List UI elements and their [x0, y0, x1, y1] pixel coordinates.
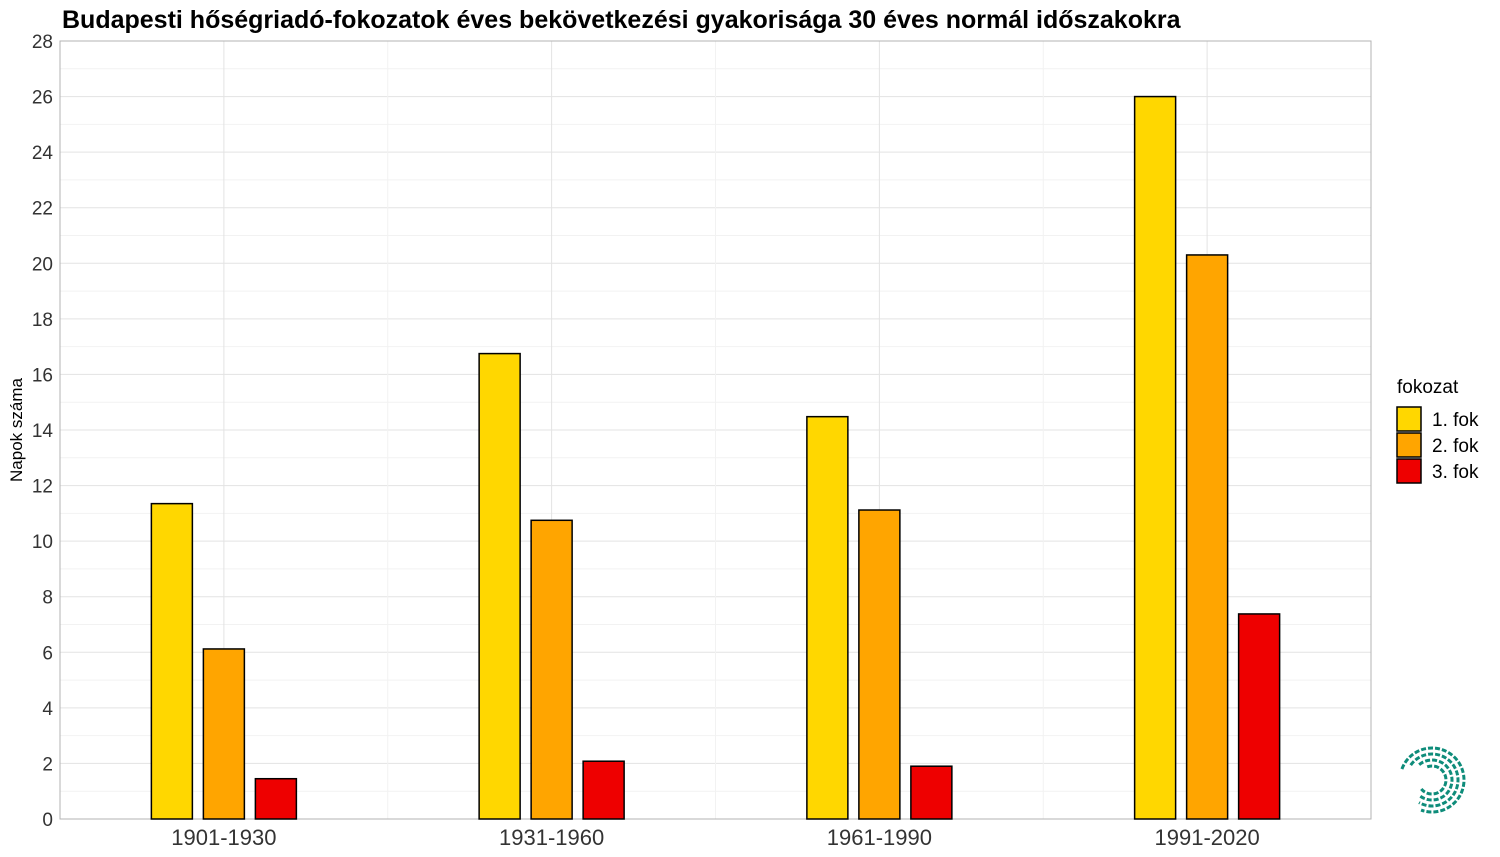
bar: [1237, 613, 1281, 820]
y-tick-label: 28: [32, 32, 53, 53]
legend-label: 3. fok: [1432, 462, 1479, 483]
legend-swatch: [1396, 432, 1422, 458]
bars: [150, 95, 1281, 820]
bar: [530, 519, 573, 820]
legend-title: fokozat: [1397, 377, 1459, 398]
y-tick-label: 10: [32, 532, 53, 553]
swirl-logo-icon: [1400, 746, 1466, 814]
y-tick-label: 22: [32, 199, 53, 220]
y-tick-label: 12: [32, 477, 53, 498]
logo-arc: [1400, 746, 1466, 814]
bar: [582, 760, 625, 820]
bar: [1185, 254, 1229, 820]
y-tick-label: 26: [32, 88, 53, 109]
bar: [478, 352, 521, 820]
bar: [150, 502, 194, 820]
x-tick-label: 1931-1960: [499, 825, 604, 850]
y-axis-label: Napok száma: [7, 377, 26, 481]
y-tick-label: 0: [42, 810, 53, 831]
chart-title: Budapesti hőségriadó-fokozatok éves bekö…: [62, 6, 1182, 34]
legend: fokozat 1. fok 2. fok 3. fok: [1396, 377, 1479, 484]
legend-swatch: [1396, 458, 1422, 484]
y-tick-label: 6: [42, 643, 53, 664]
legend-label: 2. fok: [1432, 436, 1479, 457]
y-tick-label: 24: [32, 143, 54, 164]
y-tick-label: 20: [32, 254, 53, 275]
logo-arc: [1409, 752, 1460, 808]
x-tick-label: 1961-1990: [827, 825, 932, 850]
x-tick-label: 1901-1930: [171, 825, 276, 850]
bar: [254, 777, 298, 820]
logo-arc: [1420, 764, 1448, 796]
x-axis-ticks: 1901-1930 1931-1960 1961-1990 1991-2020: [171, 825, 1259, 850]
y-tick-label: 4: [42, 699, 53, 720]
bar: [202, 648, 246, 820]
bar: [806, 415, 849, 820]
legend-label: 1. fok: [1432, 410, 1479, 431]
y-tick-label: 18: [32, 310, 53, 331]
logo-arc: [1418, 758, 1454, 802]
bar: [910, 765, 953, 820]
legend-swatch: [1396, 406, 1422, 432]
bar: [1133, 95, 1177, 820]
y-tick-label: 8: [42, 588, 53, 609]
plot-panel-border: [59, 40, 1372, 820]
x-tick-label: 1991-2020: [1155, 825, 1260, 850]
y-tick-label: 2: [42, 754, 53, 775]
y-tick-label: 14: [32, 421, 54, 442]
y-tick-label: 16: [32, 365, 53, 386]
bar: [858, 509, 901, 820]
